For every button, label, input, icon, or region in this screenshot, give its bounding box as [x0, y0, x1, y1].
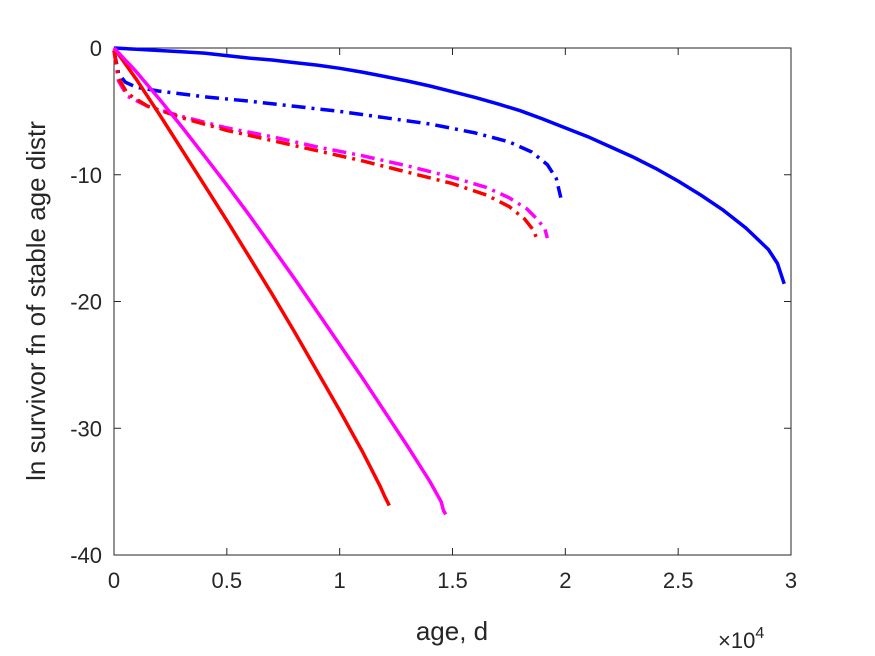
- series-layer: [112, 46, 786, 516]
- y-tick-label: -20: [70, 290, 102, 315]
- plot-area: [113, 47, 792, 556]
- series-line-4: [112, 50, 538, 238]
- series-line-5: [112, 46, 391, 507]
- series-line-1: [113, 46, 786, 285]
- y-axis-title: ln survivor fn of stable age distr: [21, 121, 51, 481]
- y-tick-label: 0: [90, 36, 102, 61]
- series-line-6: [112, 46, 448, 516]
- x-tick-label: 1.5: [437, 568, 468, 593]
- x-tick-label: 2: [559, 568, 571, 593]
- x-exponent-power: 4: [755, 625, 764, 642]
- x-axis-title: age, d: [416, 616, 488, 646]
- x-tick-label: 0: [108, 568, 120, 593]
- y-tick-label: -40: [70, 543, 102, 568]
- x-tick-label: 0.5: [212, 568, 243, 593]
- axis-ticks: 0 0.5 1 1.5 2 2.5 3 0 -10 -20 -30 -40: [70, 36, 797, 593]
- x-tick-label: 1: [334, 568, 346, 593]
- y-tick-label: -30: [70, 416, 102, 441]
- x-tick-label: 2.5: [663, 568, 694, 593]
- y-tick-label: -10: [70, 163, 102, 188]
- series-line-2: [112, 50, 563, 199]
- x-axis-exponent: ×104: [718, 625, 764, 653]
- x-exponent-base: ×10: [718, 628, 755, 653]
- x-tick-label: 3: [785, 568, 797, 593]
